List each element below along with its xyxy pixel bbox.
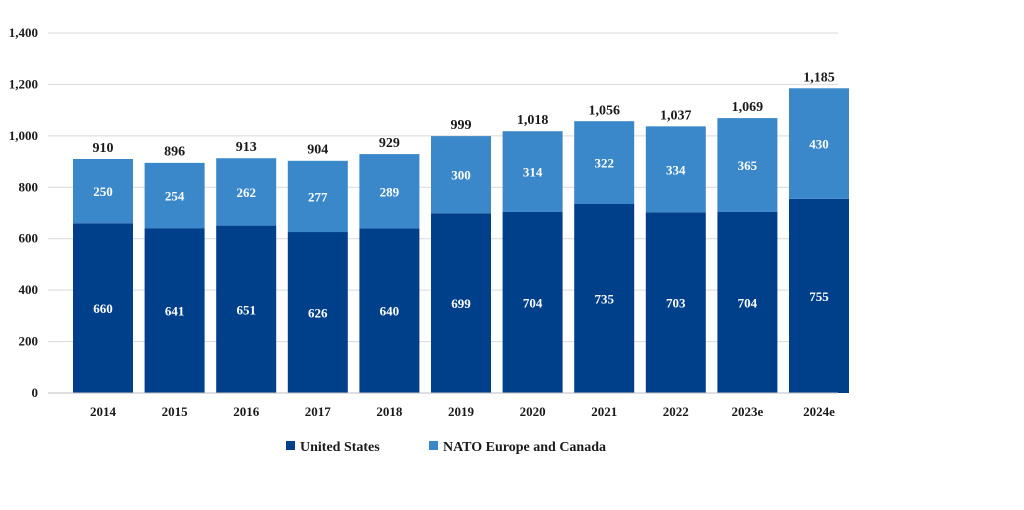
bar-value-label: 704 bbox=[738, 295, 758, 310]
bar-value-label: 626 bbox=[308, 306, 328, 321]
bar-segment-nato-europe-canada bbox=[287, 160, 348, 233]
bar-value-label: 735 bbox=[594, 292, 614, 307]
x-tick-label: 2015 bbox=[162, 404, 189, 419]
bar-value-label: 640 bbox=[380, 304, 400, 319]
bar-value-label: 704 bbox=[523, 295, 543, 310]
y-axis: 0 200 400 600 800 1,000 1,200 1,400 bbox=[9, 25, 38, 400]
bar-total-label: 1,185 bbox=[803, 70, 835, 85]
x-tick-label: 2024e bbox=[803, 404, 835, 419]
bar-total-label: 1,037 bbox=[660, 108, 692, 123]
bar-segment-united-states bbox=[431, 213, 491, 393]
bar-segment-nato-europe-canada bbox=[502, 131, 563, 212]
bar-segment-united-states bbox=[359, 228, 420, 393]
x-tick-label: 2017 bbox=[305, 404, 332, 419]
bar-value-label: 755 bbox=[809, 289, 829, 304]
bar-total-label: 904 bbox=[307, 143, 328, 158]
bar-segment-united-states bbox=[645, 212, 706, 393]
legend-swatch-united-states bbox=[286, 441, 295, 450]
y-tick-label: 200 bbox=[19, 334, 39, 349]
bar-value-label: 250 bbox=[93, 184, 113, 199]
bar-segment-nato-europe-canada bbox=[144, 162, 205, 229]
bar-segment-united-states bbox=[717, 211, 778, 393]
bar-value-label: 334 bbox=[666, 162, 686, 177]
x-tick-label: 2016 bbox=[233, 404, 260, 419]
bar-value-label: 300 bbox=[451, 168, 471, 183]
bar-value-label: 322 bbox=[594, 156, 614, 171]
bar-segment-nato-europe-canada bbox=[574, 121, 635, 204]
bar-value-label: 254 bbox=[165, 189, 185, 204]
bar-total-label: 1,069 bbox=[732, 100, 764, 115]
x-tick-label: 2022 bbox=[663, 404, 689, 419]
bar-total-label: 1,056 bbox=[588, 103, 620, 118]
bar-value-label: 641 bbox=[165, 304, 185, 319]
y-tick-label: 0 bbox=[32, 385, 39, 400]
bar-segment-united-states bbox=[287, 232, 348, 393]
bar-value-label: 651 bbox=[236, 302, 256, 317]
bar-segment-united-states bbox=[144, 228, 205, 393]
y-tick-label: 600 bbox=[19, 231, 39, 246]
bar-segment-nato-europe-canada bbox=[359, 154, 420, 229]
bar-value-label: 314 bbox=[523, 165, 543, 180]
x-axis: 2014 2015 2016 2017 2018 2019 2020 2021 2022 2023… bbox=[48, 392, 838, 419]
bar-segment-united-states bbox=[574, 204, 635, 393]
y-tick-label: 1,400 bbox=[9, 25, 38, 40]
bar-value-label: 365 bbox=[738, 158, 758, 173]
bar-total-label: 999 bbox=[451, 118, 472, 133]
y-tick-label: 1,200 bbox=[9, 76, 38, 91]
bar-segment-united-states bbox=[502, 211, 563, 393]
x-tick-label: 2023e bbox=[732, 404, 764, 419]
bar-segment-nato-europe-canada bbox=[789, 88, 849, 199]
x-tick-label: 2020 bbox=[520, 404, 546, 419]
bar-segment-united-states bbox=[73, 223, 133, 393]
bar-value-label: 430 bbox=[809, 137, 829, 152]
bar-total-label: 1,018 bbox=[517, 113, 549, 128]
legend-label-nato-europe-canada: NATO Europe and Canada bbox=[443, 440, 606, 455]
x-tick-label: 2014 bbox=[90, 404, 117, 419]
bar-value-label: 262 bbox=[236, 185, 256, 200]
bar-value-label: 277 bbox=[308, 189, 328, 204]
legend: United States NATO Europe and Canada bbox=[286, 440, 606, 455]
bars: 660 250 910 641 254 896 651 262 913 626 277 904 640 2… bbox=[73, 70, 849, 393]
bar-value-label: 699 bbox=[451, 296, 471, 311]
bar-segment-nato-europe-canada bbox=[216, 158, 277, 226]
bar-total-label: 913 bbox=[236, 140, 257, 155]
bar-segment-united-states bbox=[789, 198, 849, 393]
x-tick-label: 2021 bbox=[591, 404, 617, 419]
bar-segment-nato-europe-canada bbox=[73, 159, 133, 224]
bar-segment-nato-europe-canada bbox=[717, 118, 778, 212]
bar-value-label: 660 bbox=[93, 301, 113, 316]
bar-segment-united-states bbox=[216, 225, 277, 393]
bar-total-label: 910 bbox=[93, 141, 114, 156]
x-tick-label: 2019 bbox=[448, 404, 475, 419]
y-tick-label: 1,000 bbox=[9, 128, 38, 143]
bar-segment-nato-europe-canada bbox=[645, 126, 706, 213]
bar-segment-nato-europe-canada bbox=[431, 136, 491, 214]
y-tick-label: 400 bbox=[19, 282, 39, 297]
bar-value-label: 703 bbox=[666, 296, 686, 311]
y-tick-label: 800 bbox=[19, 179, 39, 194]
x-tick-label: 2018 bbox=[376, 404, 403, 419]
legend-swatch-nato-europe-canada bbox=[429, 441, 438, 450]
bar-value-label: 289 bbox=[380, 184, 400, 199]
legend-label-united-states: United States bbox=[300, 440, 380, 455]
bar-total-label: 929 bbox=[379, 136, 400, 151]
bar-total-label: 896 bbox=[164, 145, 185, 160]
